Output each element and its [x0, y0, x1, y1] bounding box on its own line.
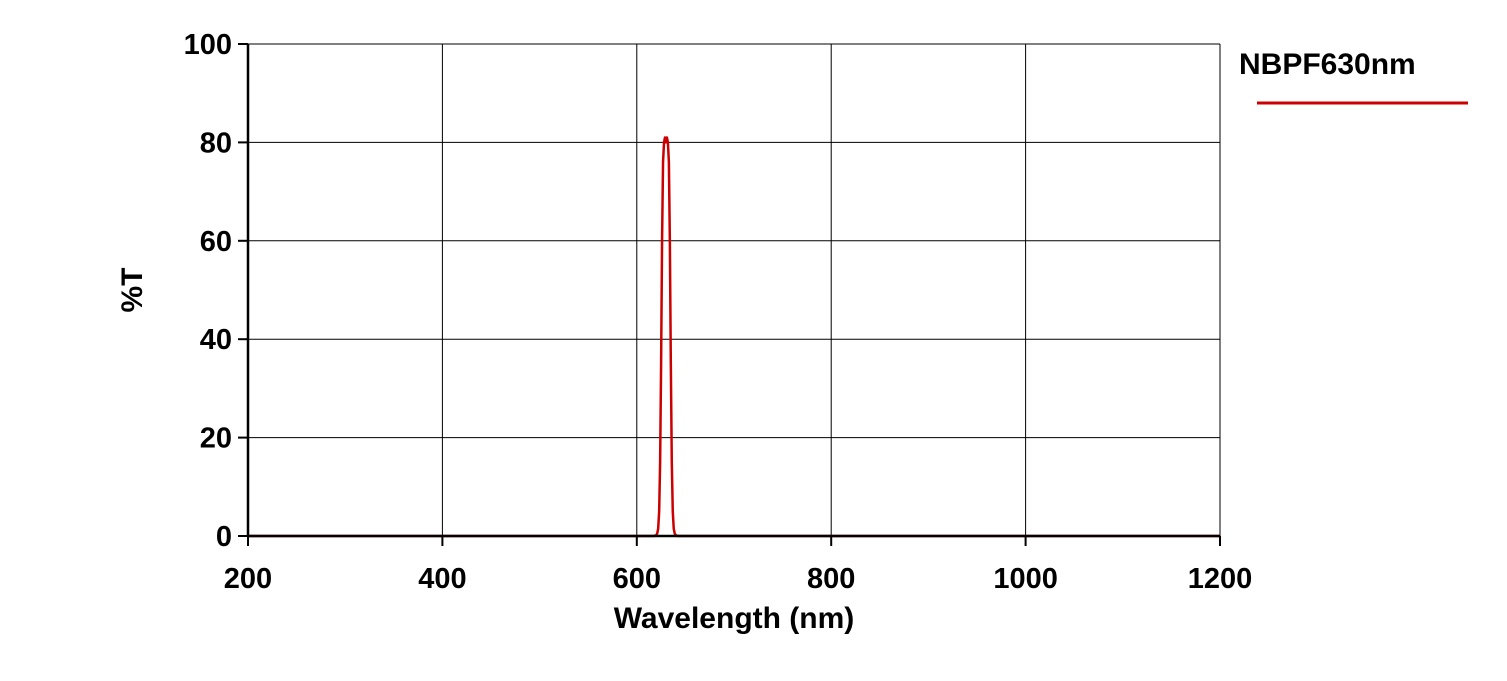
series-layer [248, 136, 1220, 538]
x-tick-label: 600 [613, 563, 661, 595]
y-axis-title: %T [116, 268, 149, 313]
y-tick-label: 40 [200, 324, 232, 356]
y-tick-label: 100 [184, 29, 232, 61]
axes [238, 43, 1221, 546]
y-tick-label: 0 [216, 521, 232, 553]
grid [248, 43, 1221, 536]
series-line [248, 136, 1220, 538]
x-tick-label: 1000 [993, 563, 1058, 595]
y-tick-label: 60 [200, 226, 232, 258]
y-tick-label: 80 [200, 127, 232, 159]
legend: NBPF630nm [1239, 48, 1468, 105]
y-tick-label: 20 [200, 423, 232, 455]
x-tick-label: 1200 [1188, 563, 1253, 595]
x-tick-label: 800 [807, 563, 855, 595]
x-tick-label: 400 [418, 563, 466, 595]
tick-labels: 0 20 40 60 80 100 200 400 600 800 1000 1200 [184, 29, 1253, 595]
x-axis-title: Wavelength (nm) [614, 602, 855, 635]
x-tick-label: 200 [224, 563, 272, 595]
legend-label: NBPF630nm [1239, 48, 1416, 81]
